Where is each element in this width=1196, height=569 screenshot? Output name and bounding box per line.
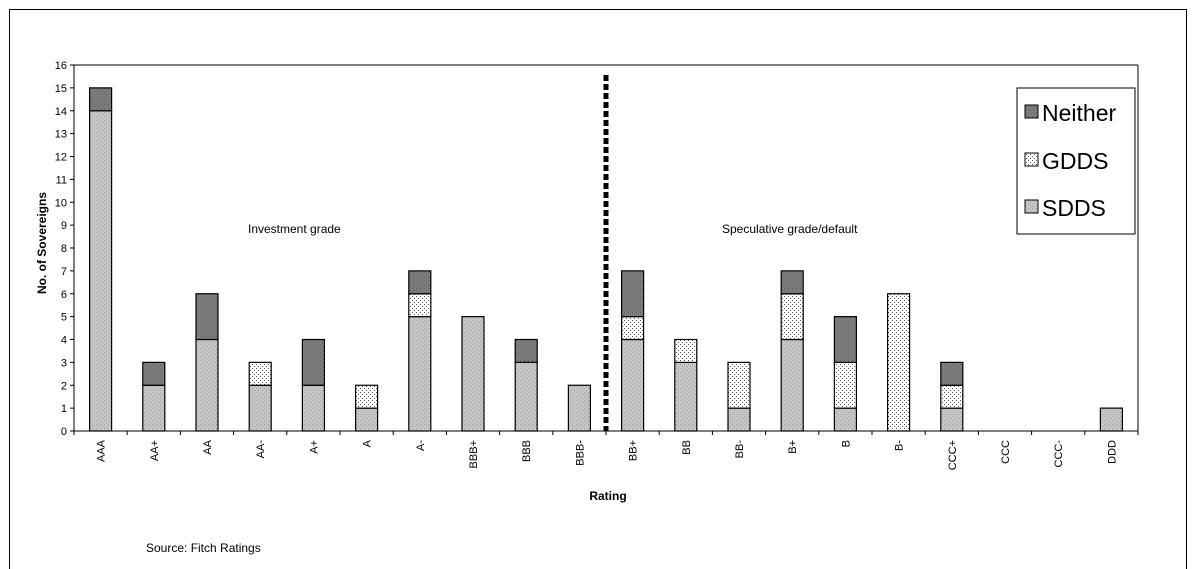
bar-gdds-b <box>834 362 856 408</box>
bar-gdds-aaminus <box>249 362 271 385</box>
bar-neither-bbplus <box>622 271 644 317</box>
y-tick-label: 7 <box>61 266 67 278</box>
y-tick-label: 8 <box>61 243 67 255</box>
x-tick-label: BBB- <box>574 440 586 466</box>
bar-neither-aminus <box>409 271 431 294</box>
y-tick-label: 16 <box>55 60 67 72</box>
bar-sdds-aaminus <box>249 385 271 431</box>
bar-sdds-bbminus <box>728 408 750 431</box>
y-tick-label: 4 <box>61 335 67 347</box>
legend-swatch-sdds <box>1025 200 1038 213</box>
x-tick-label: BBB <box>521 440 533 462</box>
x-tick-label: A+ <box>308 440 320 454</box>
y-tick-label: 0 <box>61 426 67 438</box>
bar-gdds-aminus <box>409 294 431 317</box>
bar-sdds-aplus <box>302 385 324 431</box>
y-tick-label: 2 <box>61 380 67 392</box>
bar-neither-aa <box>196 294 218 340</box>
x-tick-label: DDD <box>1106 440 1118 464</box>
y-tick-label: 12 <box>55 152 67 164</box>
x-tick-label: CCC <box>1000 440 1012 464</box>
legend-swatch-gdds <box>1025 153 1038 166</box>
x-tick-label: A- <box>415 440 427 451</box>
y-tick-label: 14 <box>55 106 67 118</box>
bar-sdds-b <box>834 408 856 431</box>
bar-neither-aaplus <box>143 362 165 385</box>
bar-sdds-aminus <box>409 317 431 431</box>
y-axis-title: No. of Sovereigns <box>35 192 49 294</box>
bar-sdds-bbplus <box>622 340 644 432</box>
bar-sdds-aaplus <box>143 385 165 431</box>
legend-label-sdds: SDDS <box>1042 195 1106 221</box>
x-tick-label: CCC+ <box>947 440 959 470</box>
legend: Neither GDDS SDDS <box>1017 88 1135 234</box>
x-tick-label: B+ <box>787 440 799 454</box>
bar-sdds-bbbminus <box>568 385 590 431</box>
y-tick-label: 13 <box>55 129 67 141</box>
bar-neither-cccplus <box>941 362 963 385</box>
y-tick-label: 15 <box>55 83 67 95</box>
annotation-investment-grade: Investment grade <box>248 222 341 236</box>
y-tick-label: 3 <box>61 357 67 369</box>
x-tick-label: B- <box>894 440 906 451</box>
bar-sdds-aaa <box>90 111 112 431</box>
y-tick-label: 5 <box>61 312 67 324</box>
y-tick-label: 1 <box>61 403 67 415</box>
x-tick-label: BBB+ <box>468 440 480 468</box>
bar-sdds-aa <box>196 340 218 432</box>
x-tick-label: A <box>362 439 374 447</box>
bar-neither-b <box>834 317 856 363</box>
x-tick-label: AA+ <box>149 440 161 461</box>
bar-neither-bplus <box>781 271 803 294</box>
source-note: Source: Fitch Ratings <box>146 541 261 555</box>
bar-sdds-bplus <box>781 340 803 432</box>
legend-swatch-neither <box>1025 105 1038 118</box>
bar-sdds-bbb <box>515 362 537 431</box>
x-tick-label: AA- <box>255 440 267 459</box>
y-tick-label: 11 <box>56 174 67 186</box>
legend-label-neither: Neither <box>1042 100 1116 126</box>
bar-gdds-bminus <box>888 294 910 431</box>
bar-sdds-bb <box>675 362 697 431</box>
bar-sdds-ddd <box>1100 408 1122 431</box>
bar-gdds-bb <box>675 340 697 363</box>
legend-label-gdds: GDDS <box>1042 148 1108 174</box>
bar-sdds-bbbplus <box>462 317 484 431</box>
bar-neither-aaa <box>90 88 112 111</box>
bar-gdds-cccplus <box>941 385 963 408</box>
annotation-speculative-grade: Speculative grade/default <box>722 222 858 236</box>
x-tick-label: B <box>840 440 852 447</box>
x-tick-label: BB- <box>734 440 746 459</box>
x-tick-label: AAA <box>96 439 108 462</box>
bar-neither-bbb <box>515 340 537 363</box>
x-tick-label: CCC- <box>1053 440 1065 468</box>
bar-sdds-cccplus <box>941 408 963 431</box>
y-tick-label: 9 <box>61 220 67 232</box>
bar-gdds-bplus <box>781 294 803 340</box>
x-tick-label: AA <box>202 439 214 454</box>
y-tick-label: 10 <box>55 197 67 209</box>
x-axis-title: Rating <box>589 489 626 503</box>
y-tick-label: 6 <box>61 289 67 301</box>
bar-gdds-bbminus <box>728 362 750 408</box>
bar-gdds-bbplus <box>622 317 644 340</box>
bar-neither-aplus <box>302 340 324 386</box>
x-tick-label: BB+ <box>628 440 640 461</box>
bar-gdds-a <box>356 385 378 408</box>
x-tick-label: BB <box>681 440 693 455</box>
bar-sdds-a <box>356 408 378 431</box>
